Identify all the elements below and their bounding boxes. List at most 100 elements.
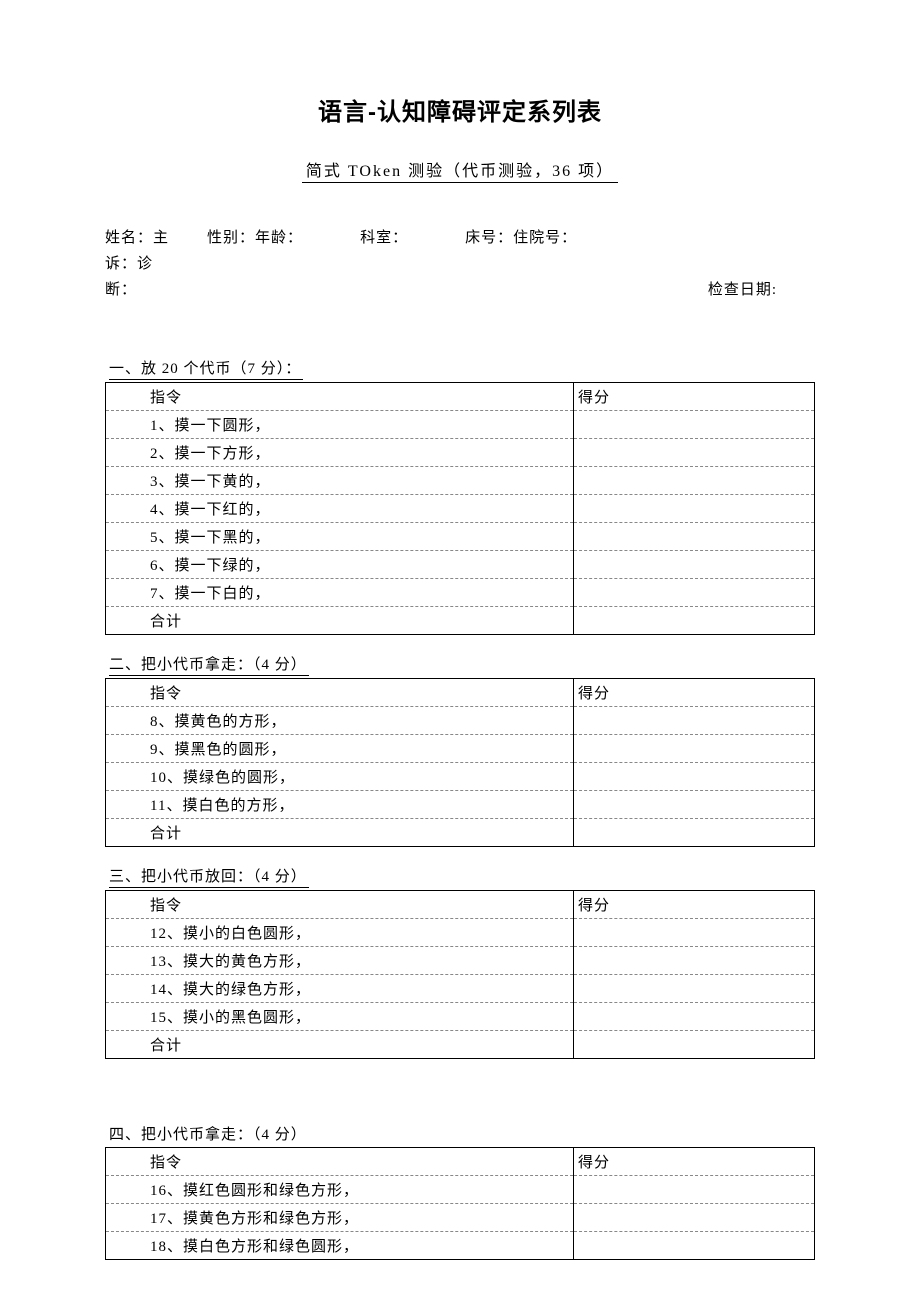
sections-container: 一、放 20 个代币（7 分）：指令得分1、摸一下圆形，2、摸一下方形，3、摸一…	[105, 339, 815, 1260]
section-table: 指令得分16、摸红色圆形和绿色方形，17、摸黄色方形和绿色方形，18、摸白色方形…	[105, 1147, 815, 1260]
score-cell	[573, 763, 814, 791]
section-title: 一、放 20 个代币（7 分）：	[109, 357, 303, 380]
score-cell	[573, 523, 814, 551]
age-label: 年龄：	[255, 225, 303, 251]
command-cell: 9、摸黑色的圆形，	[106, 735, 574, 763]
table-row: 7、摸一下白的，	[106, 579, 815, 607]
table-row: 13、摸大的黄色方形，	[106, 947, 815, 975]
table-row: 16、摸红色圆形和绿色方形，	[106, 1176, 815, 1204]
score-cell	[573, 551, 814, 579]
command-cell: 16、摸红色圆形和绿色方形，	[106, 1176, 574, 1204]
table-row: 5、摸一下黑的，	[106, 523, 815, 551]
table-row: 15、摸小的黑色圆形，	[106, 1003, 815, 1031]
chief-label: 诉：	[105, 251, 137, 277]
col-header-score: 得分	[573, 1148, 814, 1176]
score-cell	[573, 947, 814, 975]
section-title: 二、把小代币拿走：（4 分）	[109, 653, 309, 676]
command-cell: 7、摸一下白的，	[106, 579, 574, 607]
table-row: 8、摸黄色的方形，	[106, 707, 815, 735]
sum-score-cell	[573, 1031, 814, 1059]
score-cell	[573, 1003, 814, 1031]
diag2-label: 断：	[105, 277, 137, 303]
command-cell: 6、摸一下绿的，	[106, 551, 574, 579]
patient-info: 姓名： 主 性别： 年龄： 科室： 床号： 住院号： 诉： 诊 断： 检查日期:	[105, 225, 815, 303]
command-cell: 17、摸黄色方形和绿色方形，	[106, 1204, 574, 1232]
col-header-score: 得分	[573, 891, 814, 919]
sex-label: 性别：	[207, 225, 255, 251]
gap	[777, 277, 815, 303]
table-row: 14、摸大的绿色方形，	[106, 975, 815, 1003]
command-cell: 12、摸小的白色圆形，	[106, 919, 574, 947]
table-row: 18、摸白色方形和绿色圆形，	[106, 1232, 815, 1260]
command-cell: 11、摸白色的方形，	[106, 791, 574, 819]
col-header-command: 指令	[106, 679, 574, 707]
name-value: 主	[153, 225, 169, 251]
command-cell: 4、摸一下红的，	[106, 495, 574, 523]
command-cell: 13、摸大的黄色方形，	[106, 947, 574, 975]
command-cell: 1、摸一下圆形，	[106, 411, 574, 439]
table-row: 2、摸一下方形，	[106, 439, 815, 467]
command-cell: 18、摸白色方形和绿色圆形，	[106, 1232, 574, 1260]
subtitle-wrap: 简式 TOken 测验（代币测验，36 项）	[105, 157, 815, 181]
table-row: 17、摸黄色方形和绿色方形，	[106, 1204, 815, 1232]
table-row: 3、摸一下黄的，	[106, 467, 815, 495]
gap	[408, 225, 465, 251]
table-row: 11、摸白色的方形，	[106, 791, 815, 819]
section-table: 指令得分8、摸黄色的方形，9、摸黑色的圆形，10、摸绿色的圆形，11、摸白色的方…	[105, 678, 815, 847]
name-label: 姓名：	[105, 225, 153, 251]
hosp-label: 住院号：	[513, 225, 577, 251]
score-cell	[573, 495, 814, 523]
command-cell: 14、摸大的绿色方形，	[106, 975, 574, 1003]
table-row-sum: 合计	[106, 607, 815, 635]
table-row: 4、摸一下红的，	[106, 495, 815, 523]
score-cell	[573, 1176, 814, 1204]
main-title: 语言-认知障碍评定系列表	[105, 92, 815, 127]
section-title: 三、把小代币放回：（4 分）	[109, 865, 309, 888]
score-cell	[573, 579, 814, 607]
section-table: 指令得分1、摸一下圆形，2、摸一下方形，3、摸一下黄的，4、摸一下红的，5、摸一…	[105, 382, 815, 635]
section-table: 指令得分12、摸小的白色圆形，13、摸大的黄色方形，14、摸大的绿色方形，15、…	[105, 890, 815, 1059]
sum-label-cell: 合计	[106, 607, 574, 635]
sum-score-cell	[573, 819, 814, 847]
command-cell: 5、摸一下黑的，	[106, 523, 574, 551]
table-row: 12、摸小的白色圆形，	[106, 919, 815, 947]
subtitle: 简式 TOken 测验（代币测验，36 项）	[302, 163, 618, 183]
sum-score-cell	[573, 607, 814, 635]
sum-label-cell: 合计	[106, 1031, 574, 1059]
command-cell: 10、摸绿色的圆形，	[106, 763, 574, 791]
table-row-sum: 合计	[106, 1031, 815, 1059]
col-header-command: 指令	[106, 383, 574, 411]
command-cell: 8、摸黄色的方形，	[106, 707, 574, 735]
section-title: 四、把小代币拿走：（4 分）	[109, 1123, 309, 1145]
score-cell	[573, 411, 814, 439]
table-row: 10、摸绿色的圆形，	[106, 763, 815, 791]
score-cell	[573, 975, 814, 1003]
table-row: 1、摸一下圆形，	[106, 411, 815, 439]
table-row-sum: 合计	[106, 819, 815, 847]
info-row-2: 诉： 诊	[105, 251, 815, 277]
gap	[303, 225, 360, 251]
info-row-1: 姓名： 主 性别： 年龄： 科室： 床号： 住院号：	[105, 225, 815, 251]
table-row: 6、摸一下绿的，	[106, 551, 815, 579]
score-cell	[573, 919, 814, 947]
score-cell	[573, 791, 814, 819]
score-cell	[573, 439, 814, 467]
info-row-3: 断： 检查日期:	[105, 277, 815, 303]
score-cell	[573, 467, 814, 495]
command-cell: 15、摸小的黑色圆形，	[106, 1003, 574, 1031]
score-cell	[573, 707, 814, 735]
document-page: 语言-认知障碍评定系列表 简式 TOken 测验（代币测验，36 项） 姓名： …	[0, 0, 920, 1300]
date-label: 检查日期:	[708, 277, 777, 303]
command-cell: 2、摸一下方形，	[106, 439, 574, 467]
score-cell	[573, 1204, 814, 1232]
diag-label: 诊	[137, 251, 153, 277]
gap	[169, 225, 207, 251]
score-cell	[573, 735, 814, 763]
dept-label: 科室：	[360, 225, 408, 251]
col-header-score: 得分	[573, 383, 814, 411]
sum-label-cell: 合计	[106, 819, 574, 847]
col-header-score: 得分	[573, 679, 814, 707]
bed-label: 床号：	[465, 225, 513, 251]
command-cell: 3、摸一下黄的，	[106, 467, 574, 495]
col-header-command: 指令	[106, 891, 574, 919]
